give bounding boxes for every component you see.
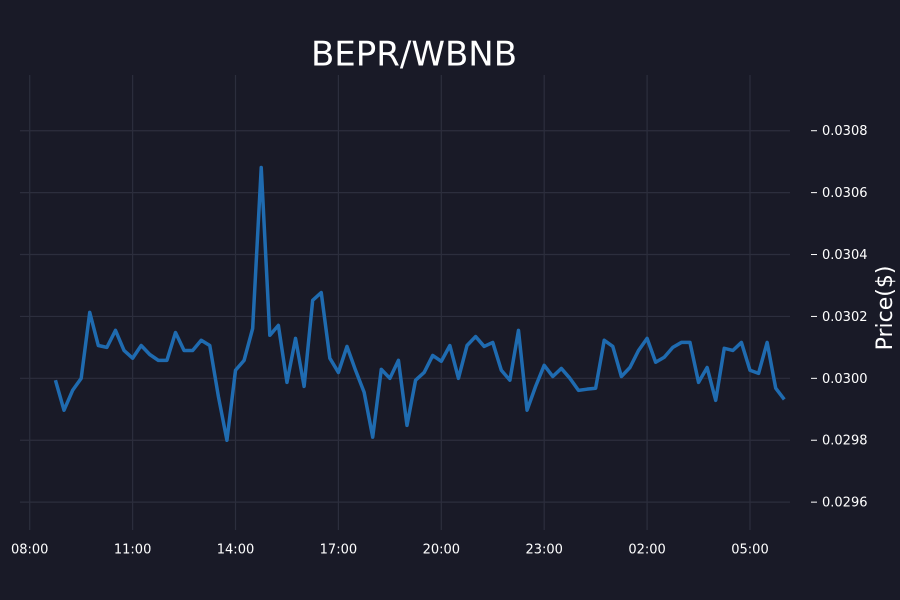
x-tick-label: 20:00 — [423, 543, 460, 558]
y-tick-label: 0.0302 — [822, 310, 868, 325]
y-tick-label: 0.0300 — [822, 372, 868, 387]
chart-title: BEPR/WBNB — [311, 35, 517, 75]
x-tick-label: 14:00 — [217, 543, 254, 558]
x-tick-label: 23:00 — [525, 543, 562, 558]
y-axis-label: Price($) — [873, 266, 898, 351]
y-tick-label: 0.0308 — [822, 124, 868, 139]
x-tick-label: 11:00 — [114, 543, 151, 558]
y-tick-label: 0.0298 — [822, 434, 868, 449]
y-tick-label: 0.0304 — [822, 248, 868, 263]
y-tick-label: 0.0296 — [822, 496, 868, 511]
x-tick-label: 17:00 — [320, 543, 357, 558]
x-tick-label: 02:00 — [628, 543, 665, 558]
y-tick-label: 0.0306 — [822, 186, 868, 201]
x-tick-label: 05:00 — [731, 543, 768, 558]
x-tick-label: 08:00 — [11, 543, 48, 558]
price-line — [53, 165, 786, 442]
